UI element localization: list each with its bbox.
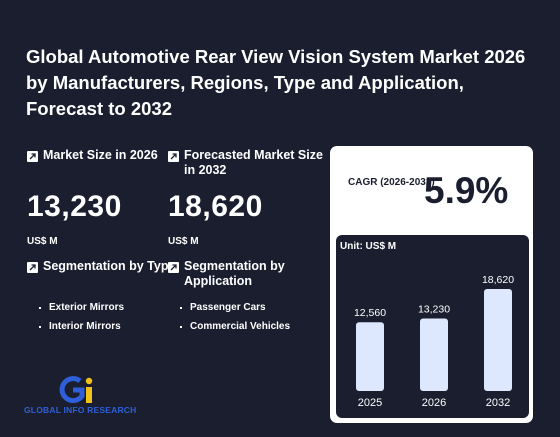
list-item: Interior Mirrors xyxy=(39,320,124,339)
bar-2025 xyxy=(356,322,384,391)
forecast-size-unit: US$ M xyxy=(168,236,199,247)
category-label: 2032 xyxy=(486,397,510,409)
bar-value-label: 12,560 xyxy=(354,307,386,319)
bar-value-label: 13,230 xyxy=(418,304,450,316)
market-size-stat: Market Size in 2026 13,230 US$ M xyxy=(27,148,167,248)
segmentation-application-list: Passenger Cars Commercial Vehicles xyxy=(180,301,290,339)
forecast-size-value: 18,620 xyxy=(168,190,263,223)
arrow-up-right-icon xyxy=(27,262,38,273)
segmentation-application-label: Segmentation by Application xyxy=(184,259,285,288)
arrow-up-right-icon xyxy=(168,151,179,162)
market-size-label: Market Size in 2026 xyxy=(43,148,158,162)
segmentation-type: Segmentation by Type Exterior Mirrors In… xyxy=(27,259,175,339)
bar-2032 xyxy=(484,289,512,391)
cagr-value: 5.9% xyxy=(424,170,509,211)
bar-value-label: 18,620 xyxy=(482,274,514,286)
market-size-value: 13,230 xyxy=(27,190,122,223)
cagr-panel: CAGR (2026-2032) 5.9% Unit: US$ M 12,560… xyxy=(330,146,533,423)
logo: GLOBAL INFO RESEARCH xyxy=(24,376,154,422)
segmentation-application: Segmentation by Application Passenger Ca… xyxy=(168,259,318,339)
cagr-label: CAGR (2026-2032) xyxy=(348,177,435,188)
category-label: 2026 xyxy=(422,397,446,409)
forecast-size-label: Forecasted Market Size in 2032 xyxy=(184,148,323,177)
category-label: 2025 xyxy=(358,397,382,409)
bar-chart-svg: 12,560 2025 13,230 2026 18,620 2032 xyxy=(354,274,514,409)
forecast-size-stat: Forecasted Market Size in 2032 18,620 US… xyxy=(168,148,323,248)
segmentation-type-list: Exterior Mirrors Interior Mirrors xyxy=(39,301,124,339)
segmentation-type-label: Segmentation by Type xyxy=(43,259,176,273)
arrow-up-right-icon xyxy=(168,262,179,273)
logo-text: GLOBAL INFO RESEARCH xyxy=(24,405,137,415)
list-item: Commercial Vehicles xyxy=(180,320,290,339)
logo-mark-icon xyxy=(59,376,93,404)
bar-2026 xyxy=(420,318,448,391)
arrow-up-right-icon xyxy=(27,151,38,162)
list-item: Passenger Cars xyxy=(180,301,290,320)
page-title: Global Automotive Rear View Vision Syste… xyxy=(26,46,526,119)
list-item: Exterior Mirrors xyxy=(39,301,124,320)
bar-chart: Unit: US$ M 12,560 2025 13,230 2026 18,620 20… xyxy=(336,235,529,418)
market-size-unit: US$ M xyxy=(27,236,58,247)
chart-unit-label: Unit: US$ M xyxy=(340,241,397,252)
